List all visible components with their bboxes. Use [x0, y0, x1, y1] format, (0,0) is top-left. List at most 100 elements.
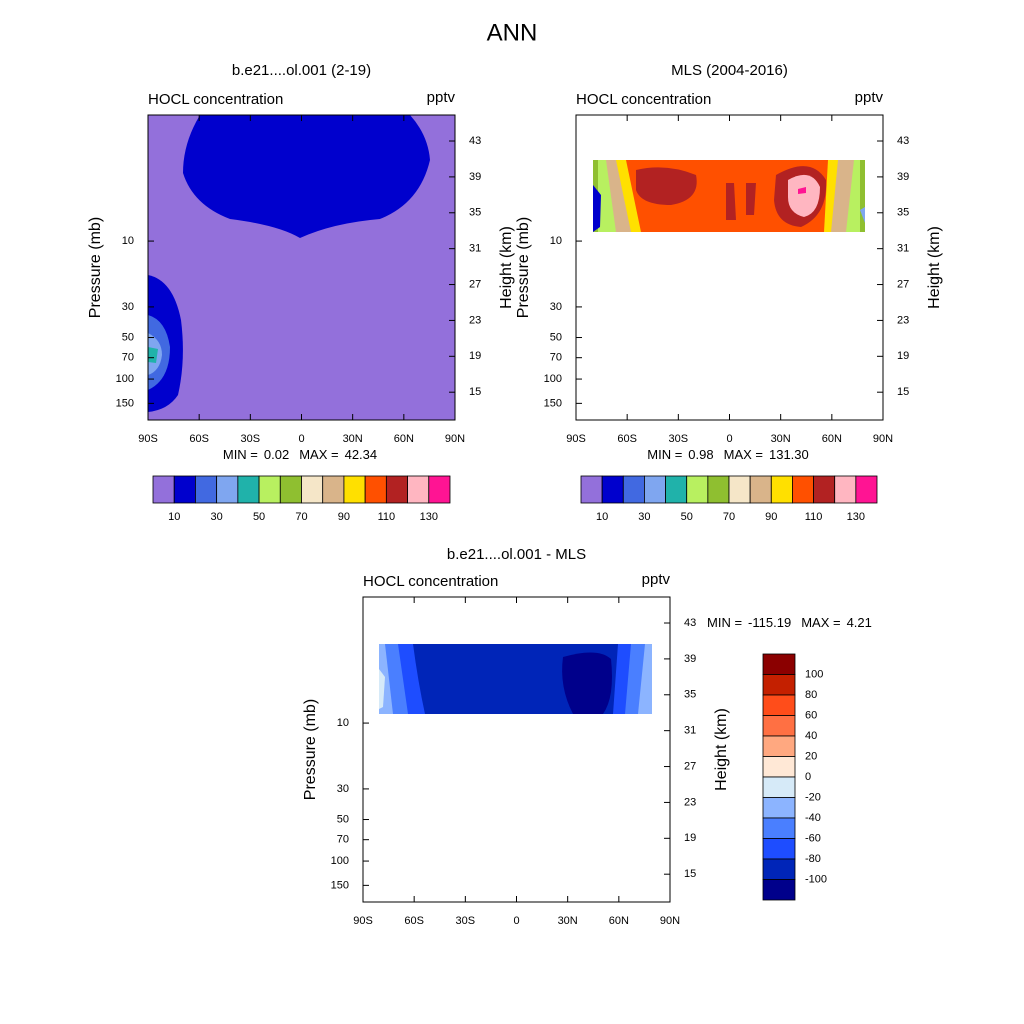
y-tick-label: 30 [122, 301, 134, 313]
y2-tick-label: 15 [469, 386, 481, 398]
colorbar-box [762, 694, 796, 716]
y2-tick-label: 23 [897, 314, 909, 326]
panel-title: b.e21....ol.001 - MLS [447, 546, 586, 563]
x-tick-label: 0 [726, 433, 732, 445]
y2-tick-label: 43 [897, 135, 909, 147]
y2-axis-label: Height (km) [926, 226, 943, 309]
colorbar-box [762, 715, 796, 737]
colorbar-label: 40 [805, 730, 817, 742]
colorbar-box [762, 756, 796, 778]
contour-field [379, 644, 652, 714]
x-tick-label: 30S [456, 915, 476, 927]
x-tick-label: 60S [189, 433, 209, 445]
colorbar-box [707, 475, 730, 504]
y-tick-label: 10 [122, 235, 134, 247]
y-tick-label: 70 [550, 352, 562, 364]
colorbar-box [622, 475, 645, 504]
units-label: pptv [427, 89, 456, 106]
y-tick-label: 100 [116, 373, 134, 385]
x-tick-label: 30S [241, 433, 261, 445]
x-tick-label: 0 [298, 433, 304, 445]
y2-tick-label: 27 [897, 278, 909, 290]
colorbar-label: 110 [805, 511, 823, 523]
colorbar-box [216, 475, 239, 504]
colorbar-box [173, 475, 196, 504]
y-tick-label: 30 [550, 301, 562, 313]
stats-part: 4.21 [847, 615, 872, 630]
colorbar-box [407, 475, 430, 504]
x-tick-label: 30N [343, 433, 363, 445]
y2-tick-label: 31 [897, 243, 909, 255]
colorbar-label: 10 [168, 511, 180, 523]
colorbar-box [762, 797, 796, 819]
x-tick-label: 90N [873, 433, 893, 445]
y-tick-label: 100 [331, 855, 349, 867]
colorbar-box [813, 475, 836, 504]
y2-tick-label: 23 [684, 796, 696, 808]
stats-part: MAX = [724, 447, 763, 462]
x-tick-label: 60S [404, 915, 424, 927]
x-tick-label: 60N [822, 433, 842, 445]
y2-tick-label: 39 [469, 171, 481, 183]
stats-part: MIN = [223, 447, 258, 462]
colorbar-box [762, 838, 796, 860]
x-tick-label: 90N [660, 915, 680, 927]
colorbar-box [665, 475, 688, 504]
x-tick-label: 60N [394, 433, 414, 445]
y-tick-label: 10 [337, 717, 349, 729]
y-tick-label: 50 [550, 331, 562, 343]
colorbar-label: 130 [847, 511, 865, 523]
y2-tick-label: 35 [684, 689, 696, 701]
colorbar-box [770, 475, 793, 504]
colorbar-box [762, 674, 796, 696]
colorbar-box [762, 858, 796, 880]
y2-tick-label: 19 [469, 350, 481, 362]
colorbar-label: -100 [805, 873, 827, 885]
colorbar-box [580, 475, 603, 504]
x-tick-label: 90S [353, 915, 373, 927]
stats-part: MAX = [801, 615, 840, 630]
colorbar-label: 50 [253, 511, 265, 523]
x-tick-label: 0 [513, 915, 519, 927]
x-tick-label: 60S [617, 433, 637, 445]
colorbar-label: 90 [765, 511, 777, 523]
y-tick-label: 10 [550, 235, 562, 247]
y2-tick-label: 35 [469, 207, 481, 219]
y-tick-label: 150 [116, 397, 134, 409]
panel-title: b.e21....ol.001 (2-19) [232, 62, 371, 79]
colorbar-box [792, 475, 814, 504]
y2-tick-label: 27 [469, 278, 481, 290]
colorbar-box [364, 475, 387, 504]
colorbar-box [762, 653, 796, 675]
colorbar-box [279, 475, 302, 504]
y2-axis-label: Height (km) [498, 226, 515, 309]
field-label: HOCL concentration [363, 573, 498, 590]
contour-field [148, 115, 455, 420]
stats-part: 0.02 [264, 447, 289, 462]
colorbar-box [195, 475, 218, 504]
x-tick-label: 30N [771, 433, 791, 445]
x-tick-label: 30N [558, 915, 578, 927]
y-tick-label: 50 [122, 331, 134, 343]
colorbar-label: 10 [596, 511, 608, 523]
colorbar-label: -40 [805, 812, 821, 824]
x-tick-label: 90S [138, 433, 158, 445]
colorbar-box [385, 475, 408, 504]
y2-tick-label: 39 [897, 171, 909, 183]
panel-title: MLS (2004-2016) [671, 62, 788, 79]
stats-part: MIN = [647, 447, 682, 462]
colorbar-box [301, 475, 324, 504]
y2-tick-label: 31 [684, 725, 696, 737]
colorbar-box [762, 735, 796, 757]
colorbar-label: -80 [805, 853, 821, 865]
colorbar-box [258, 475, 281, 504]
stats-part: MAX = [299, 447, 338, 462]
stats-part: MIN = [707, 615, 742, 630]
colorbar-box [322, 475, 345, 504]
stats: MIN = -115.19 MAX = 4.21 [707, 615, 872, 630]
x-tick-label: 60N [609, 915, 629, 927]
colorbar-label: 0 [805, 771, 811, 783]
y2-tick-label: 15 [684, 868, 696, 880]
colorbar-box [152, 475, 175, 504]
colorbar-label: 30 [211, 511, 223, 523]
